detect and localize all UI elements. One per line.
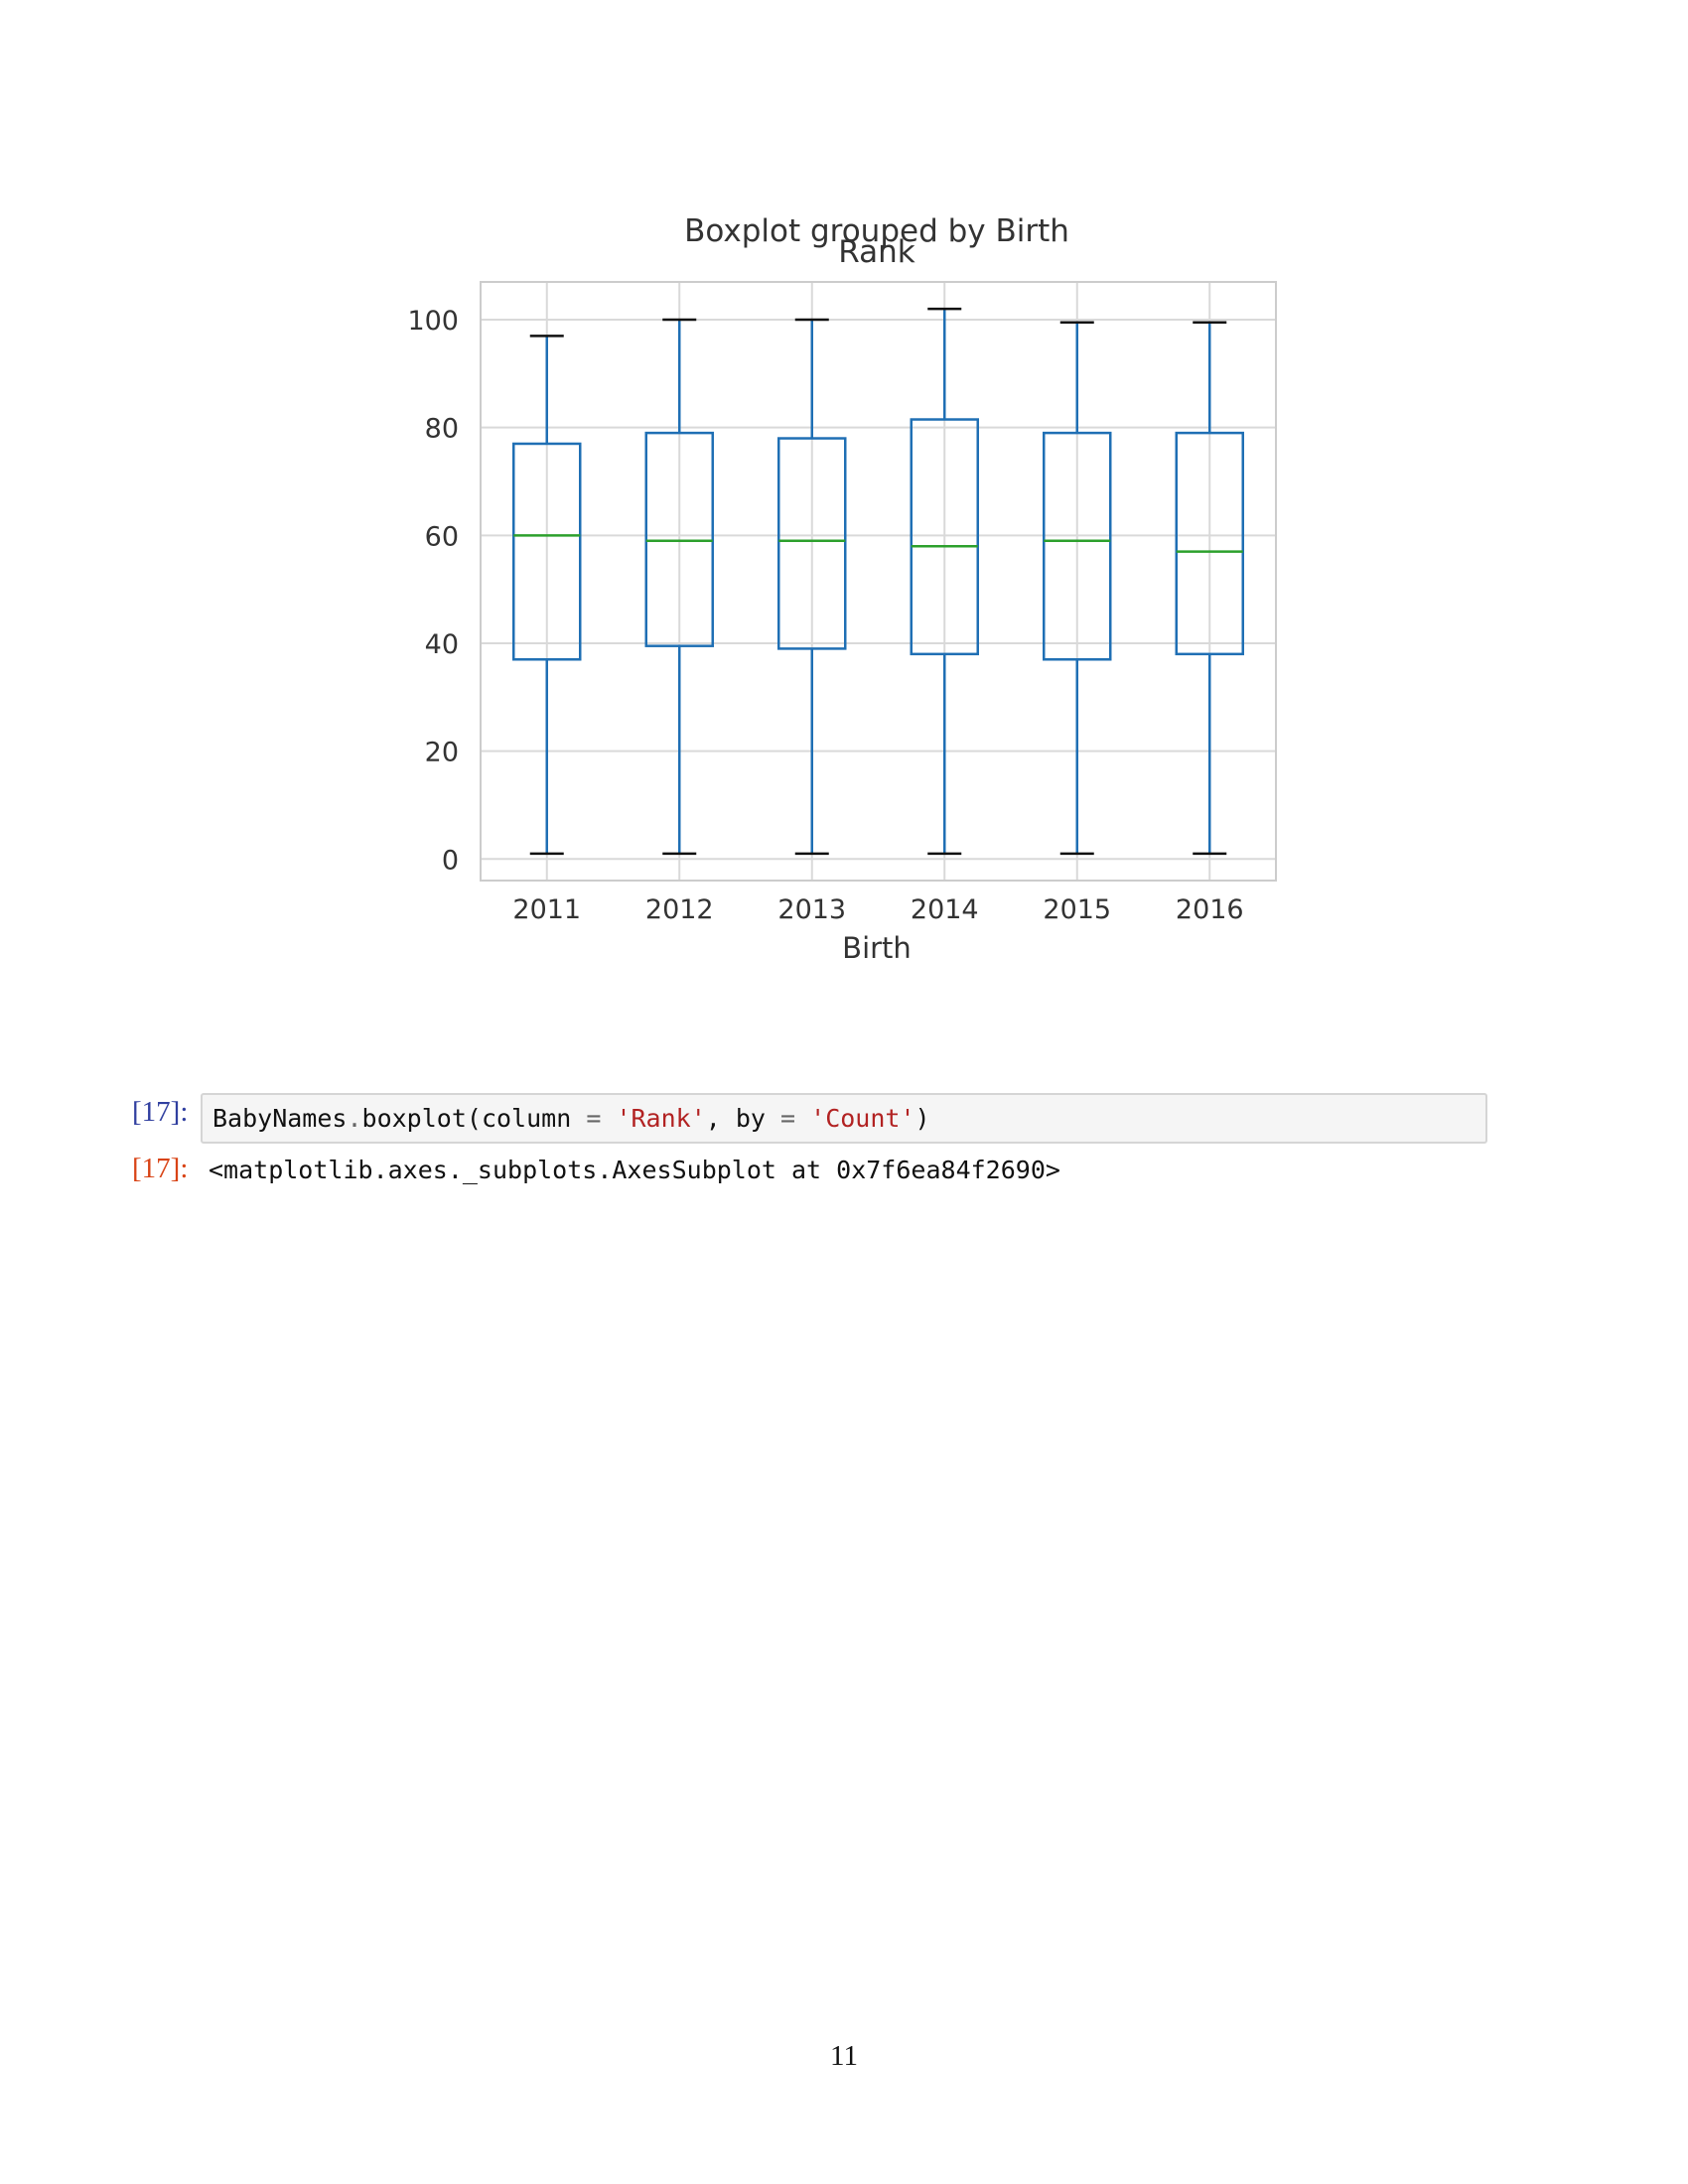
iqr-box bbox=[644, 431, 714, 647]
x-axis-label: Birth bbox=[842, 931, 912, 965]
y-tick-label: 40 bbox=[425, 629, 459, 660]
code-string-count: 'Count' bbox=[810, 1104, 915, 1133]
box-2015 bbox=[1043, 321, 1112, 856]
box-2011 bbox=[512, 335, 582, 856]
page-number: 11 bbox=[830, 2040, 858, 2072]
code-space bbox=[795, 1104, 810, 1133]
x-tick-label: 2014 bbox=[911, 894, 979, 925]
code-string-rank: 'Rank' bbox=[616, 1104, 706, 1133]
y-tick-label: 80 bbox=[425, 414, 459, 445]
x-tick-label: 2016 bbox=[1176, 894, 1244, 925]
x-tick-label: 2013 bbox=[777, 894, 846, 925]
code-dot: . bbox=[347, 1104, 362, 1133]
iqr-box bbox=[1043, 431, 1112, 661]
output-text: <matplotlib.axes._subplots.AxesSubplot a… bbox=[209, 1156, 1060, 1184]
box-series bbox=[512, 307, 1244, 856]
code-space bbox=[601, 1104, 616, 1133]
y-tick-label: 60 bbox=[425, 521, 459, 552]
output-prompt: [17]: bbox=[132, 1153, 188, 1185]
box-2016 bbox=[1175, 321, 1244, 856]
iqr-box bbox=[512, 442, 582, 661]
plot-frame bbox=[480, 281, 1277, 882]
grid-lines bbox=[481, 282, 1276, 881]
x-tick-labels: 2011 2012 2013 2014 2015 2016 bbox=[512, 894, 1243, 925]
chart-subtitle: Rank bbox=[838, 234, 915, 270]
iqr-box bbox=[777, 437, 847, 650]
iqr-box bbox=[1175, 431, 1244, 656]
code-operator: = bbox=[586, 1104, 602, 1133]
y-tick-label: 20 bbox=[425, 738, 459, 768]
code-call: boxplot(column bbox=[361, 1104, 587, 1133]
code-identifier: BabyNames bbox=[212, 1104, 348, 1133]
x-tick-label: 2012 bbox=[645, 894, 714, 925]
code-arg: , by bbox=[705, 1104, 781, 1133]
code-close-paren: ) bbox=[914, 1104, 930, 1133]
output-prompt-label: [17]: bbox=[132, 1153, 189, 1184]
input-prompt-label: [17]: bbox=[132, 1096, 189, 1128]
code-cell[interactable]: BabyNames.boxplot(column = 'Rank', by = … bbox=[201, 1093, 1487, 1144]
chart-title: Boxplot grouped by Birth bbox=[684, 213, 1069, 249]
input-prompt: [17]: bbox=[132, 1096, 188, 1129]
code-line[interactable]: BabyNames.boxplot(column = 'Rank', by = … bbox=[212, 1104, 930, 1133]
iqr-box bbox=[910, 418, 979, 656]
boxplot-chart: Boxplot grouped by Birth Rank 0 20 40 60 80 1… bbox=[407, 213, 1277, 965]
box-2014 bbox=[910, 307, 979, 856]
y-tick-label: 0 bbox=[442, 845, 459, 876]
box-2013 bbox=[777, 318, 847, 856]
y-tick-label: 100 bbox=[407, 306, 459, 337]
code-operator: = bbox=[780, 1104, 796, 1133]
x-tick-label: 2015 bbox=[1043, 894, 1111, 925]
x-tick-label: 2011 bbox=[512, 894, 581, 925]
box-2012 bbox=[644, 318, 714, 856]
y-tick-labels: 0 20 40 60 80 100 bbox=[407, 306, 459, 876]
